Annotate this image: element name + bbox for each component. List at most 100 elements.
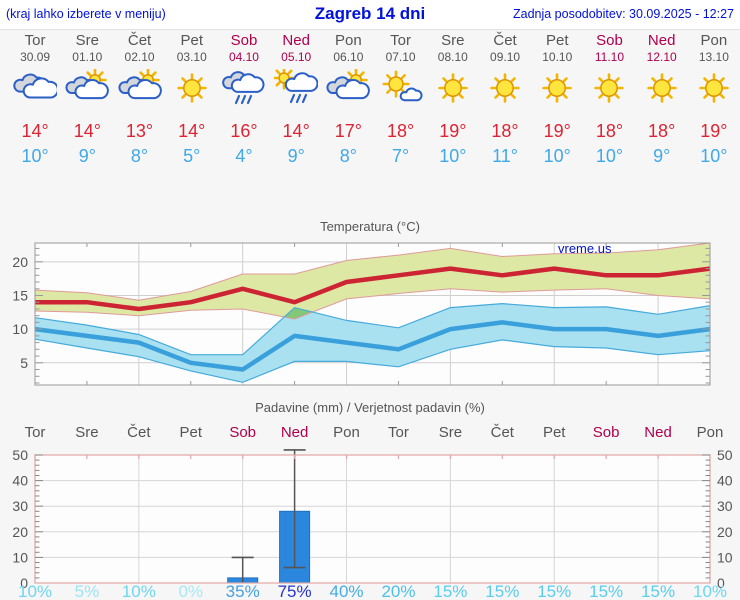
- day-column: Sre 01.10 14° 9°: [61, 31, 113, 169]
- weather-icon-box: [322, 66, 374, 115]
- temp-max-value: 19°: [700, 121, 728, 141]
- day-name: Sob: [230, 32, 258, 49]
- temp-max-line: [35, 266, 711, 312]
- precipitation-chart-title: Padavine (mm) / Verjetnost padavin (%): [255, 400, 485, 415]
- precip-probability: 5%: [74, 582, 100, 600]
- temp-ytick-label: 10: [12, 321, 28, 337]
- precip-probability: 10%: [121, 582, 156, 600]
- precip-ytick-label-right: 30: [717, 498, 733, 514]
- day-column: Tor 30.09 14° 10°: [9, 31, 61, 169]
- precip-day-label: Ned: [280, 424, 309, 441]
- weather-icon-box: [9, 66, 61, 115]
- day-name: Sre: [441, 32, 465, 49]
- day-name: Pon: [335, 32, 362, 49]
- day-date: 11.10: [594, 50, 625, 64]
- day-column: Ned 05.10 14° 9°: [270, 31, 322, 169]
- day-column: Ned 12.10 18° 9°: [636, 31, 688, 169]
- temp-max-value: 18°: [386, 121, 415, 141]
- precip-day-label: Tor: [388, 424, 409, 441]
- precip-ytick-label-right: 40: [717, 473, 733, 489]
- precip-probability: 15%: [537, 582, 572, 600]
- day-column: Pet 10.10 19° 10°: [531, 31, 583, 169]
- weather-icon-box: [61, 66, 113, 115]
- temperature-chart: 5 10 15 20: [0, 238, 740, 398]
- day-date: 04.10: [228, 50, 259, 64]
- temp-max-value: 13°: [125, 121, 154, 141]
- watermark-link[interactable]: vreme.us: [558, 241, 612, 256]
- temp-min-value: 9°: [653, 146, 671, 166]
- temp-min-value: 5°: [183, 146, 201, 166]
- day-name: Tor: [390, 32, 412, 49]
- page-title: Zagreb 14 dni: [314, 4, 426, 23]
- day-date: 30.09: [20, 50, 51, 64]
- precip-ytick-label-right: 20: [717, 524, 733, 540]
- precip-day-label: Tor: [24, 424, 46, 441]
- sunny-icon: [542, 73, 572, 103]
- temp-min-value: 8°: [130, 146, 149, 166]
- weather-icon-box: [688, 66, 740, 115]
- temp-max-value: 18°: [595, 121, 624, 141]
- day-name: Ned: [282, 32, 310, 49]
- temp-max-value: 19°: [439, 121, 467, 141]
- precip-day-label: Pet: [179, 424, 203, 441]
- precip-probability: 15%: [589, 582, 624, 600]
- precip-probability: 10%: [692, 582, 728, 600]
- day-name: Tor: [24, 32, 46, 49]
- temperature-chart-title: Temperatura (°C): [320, 219, 420, 234]
- day-date: 02.10: [124, 50, 155, 64]
- partly-cloudy-icon: [65, 68, 110, 100]
- partly-cloudy-icon: [326, 68, 371, 100]
- day-name: Pon: [700, 32, 728, 49]
- temp-min-value: 8°: [339, 146, 357, 166]
- precipitation-chart: 0 0 10 10 20 20 30 30 40 40 50 50: [0, 444, 740, 600]
- sunny-icon: [438, 73, 468, 103]
- temp-min-value: 10°: [700, 146, 728, 166]
- day-column: Sob 11.10 18° 10°: [583, 31, 635, 169]
- precip-probability: 15%: [641, 582, 676, 600]
- cloudy-icon: [13, 73, 59, 99]
- sunny-icon: [646, 73, 677, 103]
- temp-max-value: 14°: [21, 121, 49, 141]
- precip-probability: 75%: [277, 582, 312, 600]
- weather-icon-box: [636, 66, 688, 115]
- weather-icon-box: [113, 66, 165, 115]
- mostly-sunny-icon: [382, 70, 423, 102]
- sunny-icon: [699, 73, 729, 103]
- day-date: 05.10: [281, 50, 312, 64]
- precip-day-label: Pon: [696, 424, 724, 441]
- temp-min-value: 4°: [235, 146, 253, 166]
- partly-cloudy-icon: [118, 68, 162, 100]
- day-name: Ned: [647, 32, 676, 49]
- temp-max-value: 18°: [491, 121, 519, 141]
- precip-probability: 15%: [433, 582, 468, 600]
- precip-probability: 35%: [225, 582, 260, 600]
- day-date: 08.10: [437, 50, 468, 64]
- day-name: Pet: [180, 32, 203, 49]
- precip-day-label: Čet: [490, 424, 514, 441]
- temp-max-value: 14°: [282, 121, 310, 141]
- page-header: (kraj lahko izberete v meniju) Zagreb 14…: [0, 0, 740, 30]
- day-date: 09.10: [490, 50, 521, 64]
- precip-day-label: Sre: [75, 424, 99, 441]
- precipitation-chart-svg: 0 0 10 10 20 20 30 30 40 40 50 50: [12, 447, 733, 591]
- weather-icon-box: [270, 66, 322, 115]
- day-column: Čet 02.10 13° 8°: [113, 31, 165, 169]
- temp-max-value: 18°: [648, 121, 676, 141]
- weather-icon-box: [166, 66, 218, 115]
- day-name: Čet: [127, 32, 152, 49]
- temp-max-value: 14°: [178, 121, 206, 141]
- day-column: Pon 06.10 17° 8°: [322, 31, 374, 169]
- weather-icon-box: [218, 66, 270, 115]
- day-date: 10.10: [542, 50, 573, 64]
- precip-probability: 0%: [178, 582, 204, 600]
- temp-max-value: 14°: [73, 121, 101, 141]
- temp-max-value: 17°: [334, 121, 362, 141]
- day-column: Pon 13.10 19° 10°: [688, 31, 740, 169]
- rain-icon: [222, 71, 265, 105]
- temperature-chart-svg: 5 10 15 20: [12, 242, 711, 386]
- sun-rain-icon: [272, 66, 319, 104]
- precip-ytick-label-right: 10: [717, 549, 733, 565]
- temp-min-value: 11°: [492, 146, 518, 166]
- day-date: 03.10: [176, 50, 207, 64]
- precip-day-label: Ned: [644, 424, 672, 441]
